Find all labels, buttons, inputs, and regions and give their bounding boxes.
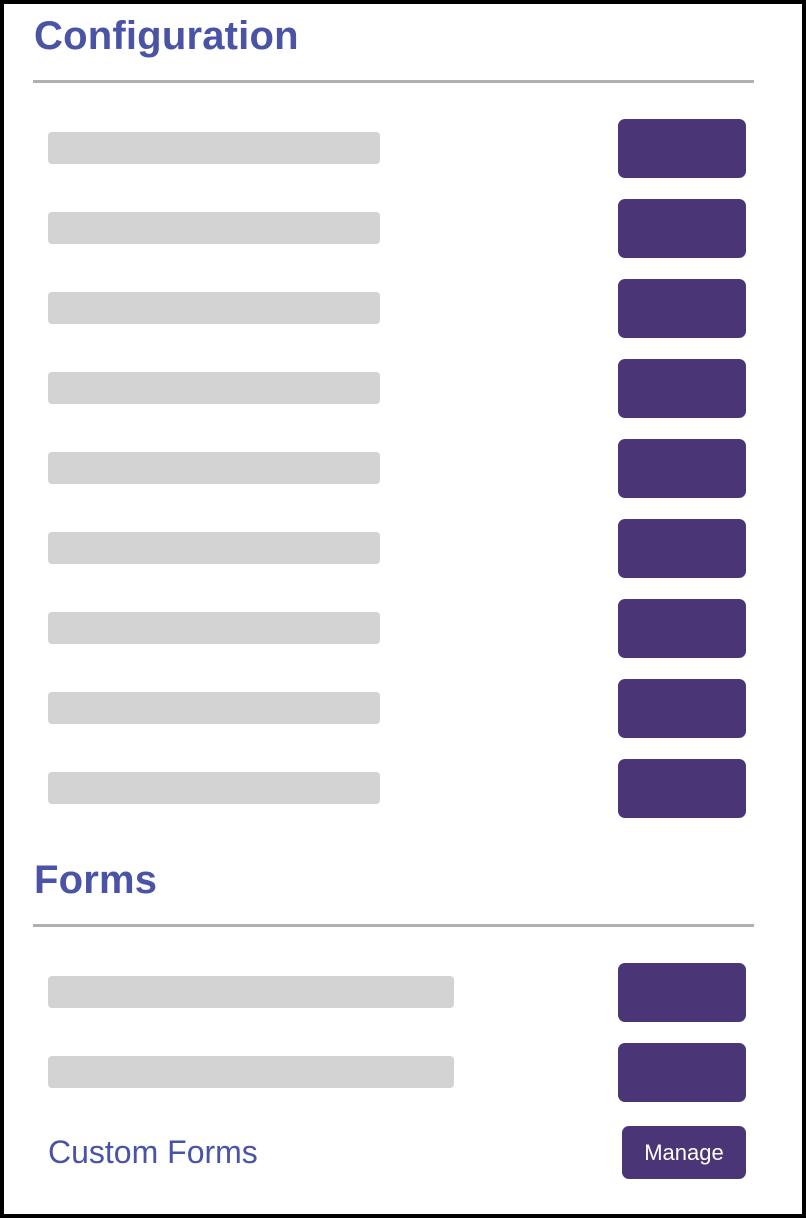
configuration-row: [48, 588, 746, 668]
section-configuration: Configuration: [4, 12, 802, 828]
configuration-row: [48, 748, 746, 828]
label-placeholder-bar: [48, 212, 380, 244]
label-placeholder-bar: [48, 452, 380, 484]
forms-row: [48, 1032, 746, 1112]
forms-row: [48, 952, 746, 1032]
label-placeholder-bar: [48, 292, 380, 324]
forms-rows: Custom Forms Manage: [4, 952, 802, 1192]
label-placeholder-bar: [48, 692, 380, 724]
label-placeholder-bar: [48, 132, 380, 164]
action-button-placeholder[interactable]: [618, 358, 746, 418]
configuration-row: [48, 188, 746, 268]
action-button-placeholder[interactable]: [618, 278, 746, 338]
settings-panel: Configuration Forms Custom Forms Manage: [4, 4, 802, 1192]
forms-row: Custom Forms Manage: [48, 1112, 746, 1192]
section-title-configuration: Configuration: [34, 14, 299, 58]
configuration-row: [48, 508, 746, 588]
action-button-placeholder[interactable]: [618, 1042, 746, 1102]
configuration-row: [48, 348, 746, 428]
configuration-row: [48, 268, 746, 348]
label-placeholder-bar: [48, 1056, 454, 1088]
action-button-placeholder[interactable]: [618, 118, 746, 178]
section-divider: [33, 80, 754, 83]
section-divider: [33, 924, 754, 927]
configuration-row: [48, 668, 746, 748]
action-button-placeholder[interactable]: [618, 758, 746, 818]
configuration-row: [48, 108, 746, 188]
label-placeholder-bar: [48, 612, 380, 644]
label-placeholder-bar: [48, 976, 454, 1008]
custom-forms-label: Custom Forms: [48, 1133, 258, 1170]
label-placeholder-bar: [48, 372, 380, 404]
action-button-placeholder[interactable]: [618, 678, 746, 738]
configuration-row: [48, 428, 746, 508]
configuration-rows: [4, 108, 802, 828]
action-button-placeholder[interactable]: [618, 598, 746, 658]
action-button-placeholder[interactable]: [618, 438, 746, 498]
action-button-placeholder[interactable]: [618, 962, 746, 1022]
section-title-forms: Forms: [34, 858, 158, 902]
manage-button[interactable]: Manage: [622, 1125, 746, 1179]
action-button-placeholder[interactable]: [618, 198, 746, 258]
section-forms: Forms Custom Forms Manage: [4, 856, 802, 1192]
label-placeholder-bar: [48, 532, 380, 564]
label-placeholder-bar: [48, 772, 380, 804]
action-button-placeholder[interactable]: [618, 518, 746, 578]
